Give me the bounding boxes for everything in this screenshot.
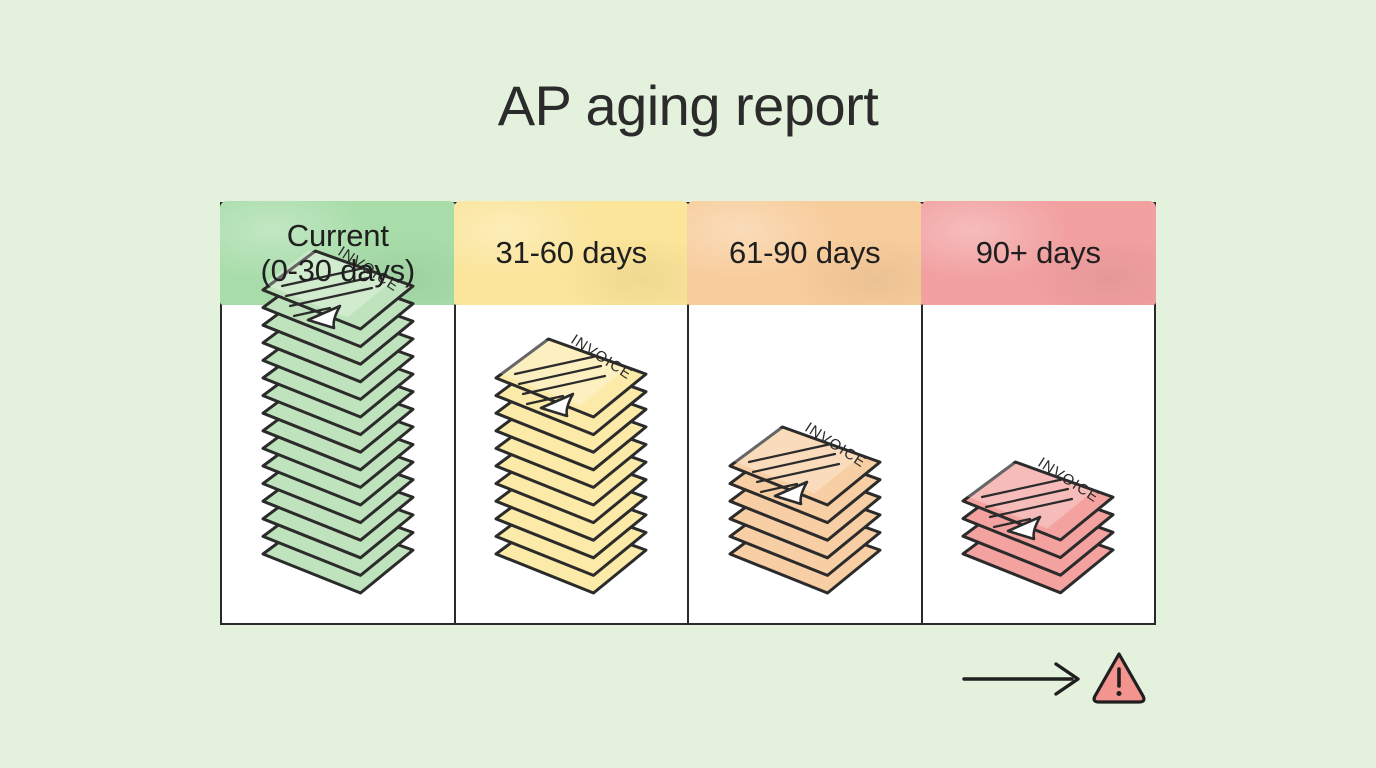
arrow-right-icon: [962, 662, 1080, 696]
header-wash-31-60: [453, 201, 689, 305]
page-title: AP aging report: [497, 74, 879, 137]
header-cell-31-60[interactable]: 31-60 days: [453, 201, 689, 305]
header-wash-90-plus: [920, 201, 1156, 305]
invoice-stack-31-60: INVOICE: [471, 305, 671, 609]
header-label-current-line2: (0-30 days): [260, 252, 416, 288]
invoice-stack-90-plus: INVOICE: [938, 428, 1138, 609]
header-label-current: Current (0-30 days): [260, 217, 416, 288]
table-header-row: Current (0-30 days) 31-60 days 61-90 day…: [220, 201, 1156, 305]
header-label-31-60-line1: 31-60 days: [495, 235, 648, 271]
ap-aging-table: Current (0-30 days) 31-60 days 61-90 day…: [220, 201, 1156, 625]
body-cell-61-90[interactable]: INVOICE: [689, 305, 923, 623]
header-cell-61-90[interactable]: 61-90 days: [687, 201, 923, 305]
header-cell-90-plus[interactable]: 90+ days: [920, 201, 1156, 305]
invoice-folded-corner: [539, 392, 575, 418]
header-label-61-90-line1: 61-90 days: [729, 235, 881, 271]
body-cell-current[interactable]: INVOICE: [222, 243, 456, 623]
header-label-31-60: 31-60 days: [495, 235, 648, 271]
overdue-indicator: [960, 648, 1150, 710]
invoice-stack-61-90: INVOICE: [705, 393, 905, 609]
header-wash-61-90: [687, 201, 923, 305]
table-body-row: INVOICE INVOICE INVOICE INVOICE: [222, 243, 1154, 623]
invoice-folded-corner: [306, 304, 342, 330]
header-cell-current[interactable]: Current (0-30 days): [220, 201, 456, 305]
invoice-folded-corner: [773, 480, 809, 506]
header-label-current-line1: Current: [286, 217, 389, 253]
header-label-90-plus: 90+ days: [975, 235, 1101, 271]
header-label-61-90: 61-90 days: [729, 235, 881, 271]
invoice-folded-corner: [1006, 515, 1042, 541]
body-cell-31-60[interactable]: INVOICE: [455, 305, 689, 623]
warning-triangle-icon[interactable]: [1092, 652, 1146, 704]
body-cell-90-plus[interactable]: INVOICE: [922, 305, 1154, 623]
header-label-90-plus-line1: 90+ days: [975, 235, 1101, 271]
invoice-stack-current: INVOICE: [238, 217, 438, 609]
